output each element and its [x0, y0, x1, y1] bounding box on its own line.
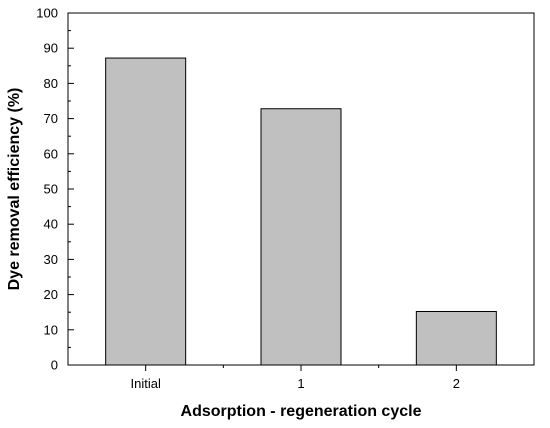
bars-group	[105, 57, 497, 366]
y-tick-label: 20	[44, 287, 58, 302]
plot-frame	[67, 12, 535, 366]
bar-1	[260, 108, 342, 366]
y-tick-label: 100	[36, 6, 58, 21]
y-tick-label: 80	[44, 76, 58, 91]
y-axis-title: Dye removal efficiency (%)	[6, 88, 23, 291]
x-tick-label: 1	[297, 376, 304, 391]
x-axis-ticks: Initial 1 2	[130, 365, 460, 391]
y-tick-label: 30	[44, 252, 58, 267]
y-tick-label: 70	[44, 111, 58, 126]
y-tick-label: 10	[44, 322, 58, 337]
x-axis-title: Adsorption - regeneration cycle	[181, 403, 422, 420]
y-tick-label: 50	[44, 182, 58, 197]
y-tick-label: 0	[51, 358, 58, 373]
bar-initial	[105, 57, 187, 366]
x-tick-label: Initial	[130, 376, 160, 391]
y-tick-label: 40	[44, 217, 58, 232]
y-axis-ticks: 0 10 20 30 40 50 60 70 80 90 100	[36, 6, 74, 373]
y-tick-label: 60	[44, 146, 58, 161]
y-tick-label: 90	[44, 41, 58, 56]
x-tick-label: 2	[453, 376, 460, 391]
bar-2	[415, 310, 497, 366]
